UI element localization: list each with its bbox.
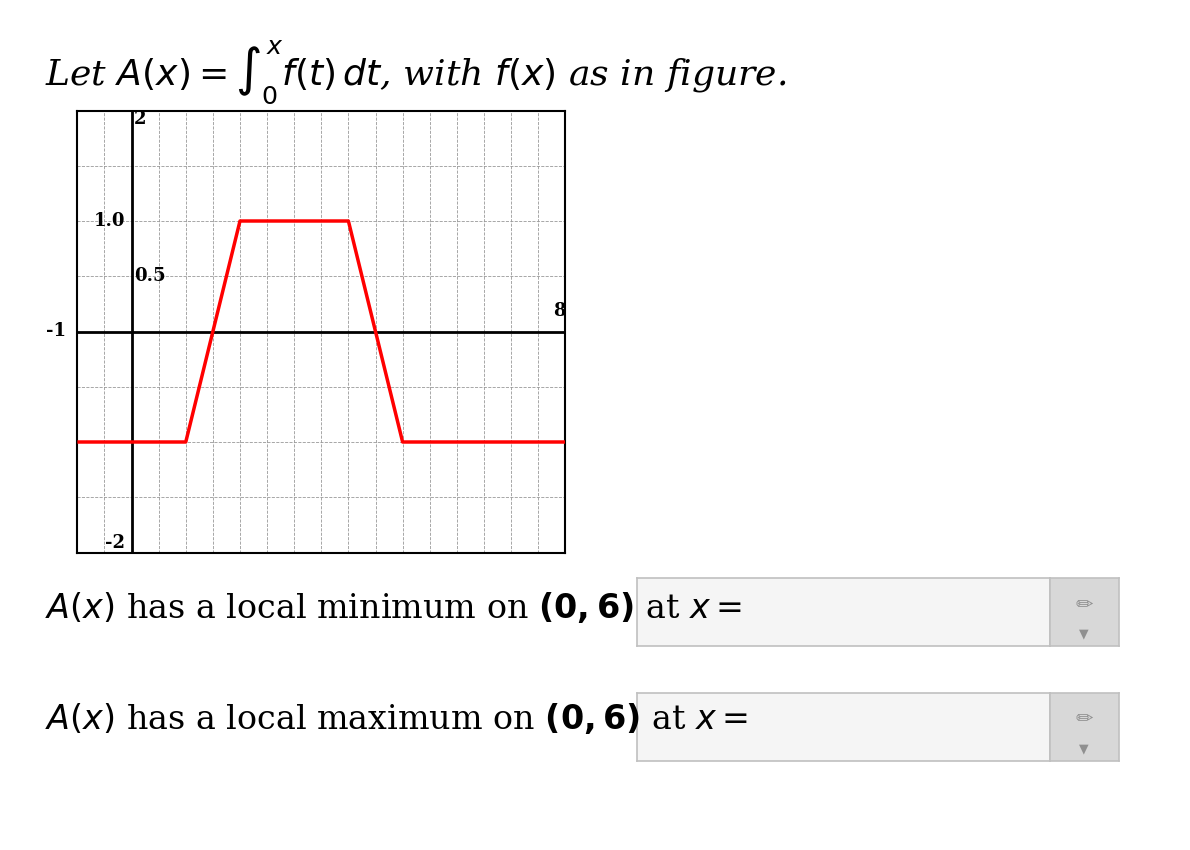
Text: ✏: ✏ [1076,594,1092,614]
Text: $A(x)$ has a local maximum on $\mathbf{(0, 6)}$ at $x = $: $A(x)$ has a local maximum on $\mathbf{(… [45,700,749,736]
Text: 0.5: 0.5 [134,267,165,286]
Text: Let $A(x) = \int_0^x f(t)\, dt$, with $f(x)$ as in figure.: Let $A(x) = \int_0^x f(t)\, dt$, with $f… [45,38,787,105]
Text: -2: -2 [105,535,125,552]
Text: -1: -1 [46,322,67,341]
Text: ▼: ▼ [1079,742,1089,755]
Text: 2: 2 [134,110,146,128]
Text: $A(x)$ has a local minimum on $\mathbf{(0, 6)}$ at $x = $: $A(x)$ has a local minimum on $\mathbf{(… [45,590,741,626]
Text: ▼: ▼ [1079,627,1089,640]
Text: 1.0: 1.0 [94,212,125,230]
Text: 8: 8 [552,303,565,320]
Text: ✏: ✏ [1076,709,1092,728]
